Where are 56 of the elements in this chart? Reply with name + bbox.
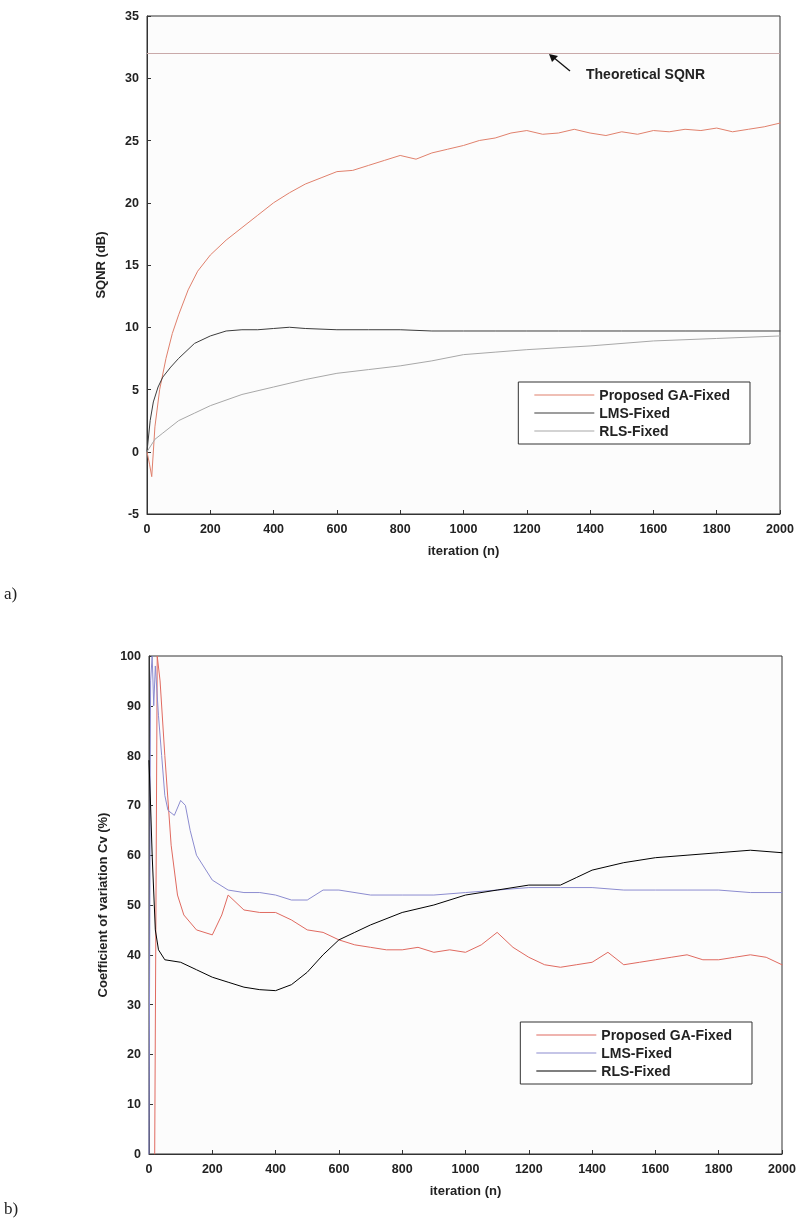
- y-tick-label: 20: [125, 195, 140, 210]
- legend-label: RLS-Fixed: [601, 1063, 671, 1079]
- x-tick-label: 1200: [512, 521, 541, 536]
- x-tick-label: 1400: [578, 1161, 607, 1176]
- legend-label: Proposed GA-Fixed: [599, 387, 730, 403]
- legend-label: RLS-Fixed: [599, 423, 669, 439]
- y-tick-label: 5: [132, 382, 140, 397]
- y-tick-label: 80: [127, 748, 142, 763]
- line-series: [146, 122, 781, 478]
- y-tick-label: 90: [127, 698, 142, 713]
- x-tick-label: 1600: [641, 1161, 670, 1176]
- y-axis-title: SQNR (dB): [93, 231, 108, 299]
- x-tick-label: 200: [199, 521, 221, 536]
- x-tick-label: 600: [326, 521, 348, 536]
- y-tick-label: 100: [120, 649, 142, 663]
- x-tick-label: 1400: [576, 521, 605, 536]
- x-tick-label: 1600: [639, 521, 668, 536]
- y-tick-label: 25: [125, 133, 140, 148]
- x-tick-label: 2000: [768, 1161, 796, 1176]
- y-tick-label: 40: [127, 947, 142, 962]
- x-axis-title: iteration (n): [427, 543, 500, 558]
- y-tick-label: -5: [127, 507, 140, 521]
- y-tick-label: 0: [134, 1147, 142, 1161]
- y-tick-label: 20: [127, 1047, 142, 1062]
- legend-label: LMS-Fixed: [599, 405, 671, 421]
- x-axis-title: iteration (n): [429, 1183, 502, 1198]
- y-axis-title: Coefficient of variation Cv (%): [95, 812, 110, 998]
- x-tick-label: 1200: [514, 1161, 543, 1176]
- x-tick-label: 800: [389, 521, 411, 536]
- x-tick-label: 400: [263, 521, 285, 536]
- y-tick-label: 10: [127, 1097, 142, 1112]
- x-tick-label: 800: [391, 1161, 413, 1176]
- x-tick-label: 200: [201, 1161, 223, 1176]
- y-tick-label: 30: [127, 997, 142, 1012]
- y-tick-label: 10: [125, 320, 140, 335]
- legend-label: LMS-Fixed: [601, 1045, 673, 1061]
- y-tick-label: 70: [127, 798, 142, 813]
- y-tick-label: 15: [125, 258, 140, 272]
- y-tick-label: 30: [125, 71, 140, 86]
- y-tick-label: 35: [125, 9, 140, 23]
- annotation: Theoretical SQNR: [586, 66, 706, 83]
- y-tick-label: 0: [132, 444, 140, 459]
- text: a): [4, 584, 18, 603]
- y-tick-label: 50: [127, 898, 142, 912]
- text: b): [4, 1199, 19, 1218]
- legend-label: Proposed GA-Fixed: [601, 1027, 732, 1043]
- line-series: [148, 760, 783, 992]
- x-tick-label: 0: [145, 1161, 153, 1176]
- x-tick-label: 400: [265, 1161, 287, 1176]
- x-tick-label: 1000: [449, 521, 478, 536]
- y-tick-label: 60: [127, 848, 142, 863]
- x-tick-label: 1000: [451, 1161, 480, 1176]
- x-tick-label: 1800: [702, 521, 731, 536]
- x-tick-label: 600: [328, 1161, 350, 1176]
- x-tick-label: 1800: [704, 1161, 733, 1176]
- x-tick-label: 2000: [766, 521, 794, 536]
